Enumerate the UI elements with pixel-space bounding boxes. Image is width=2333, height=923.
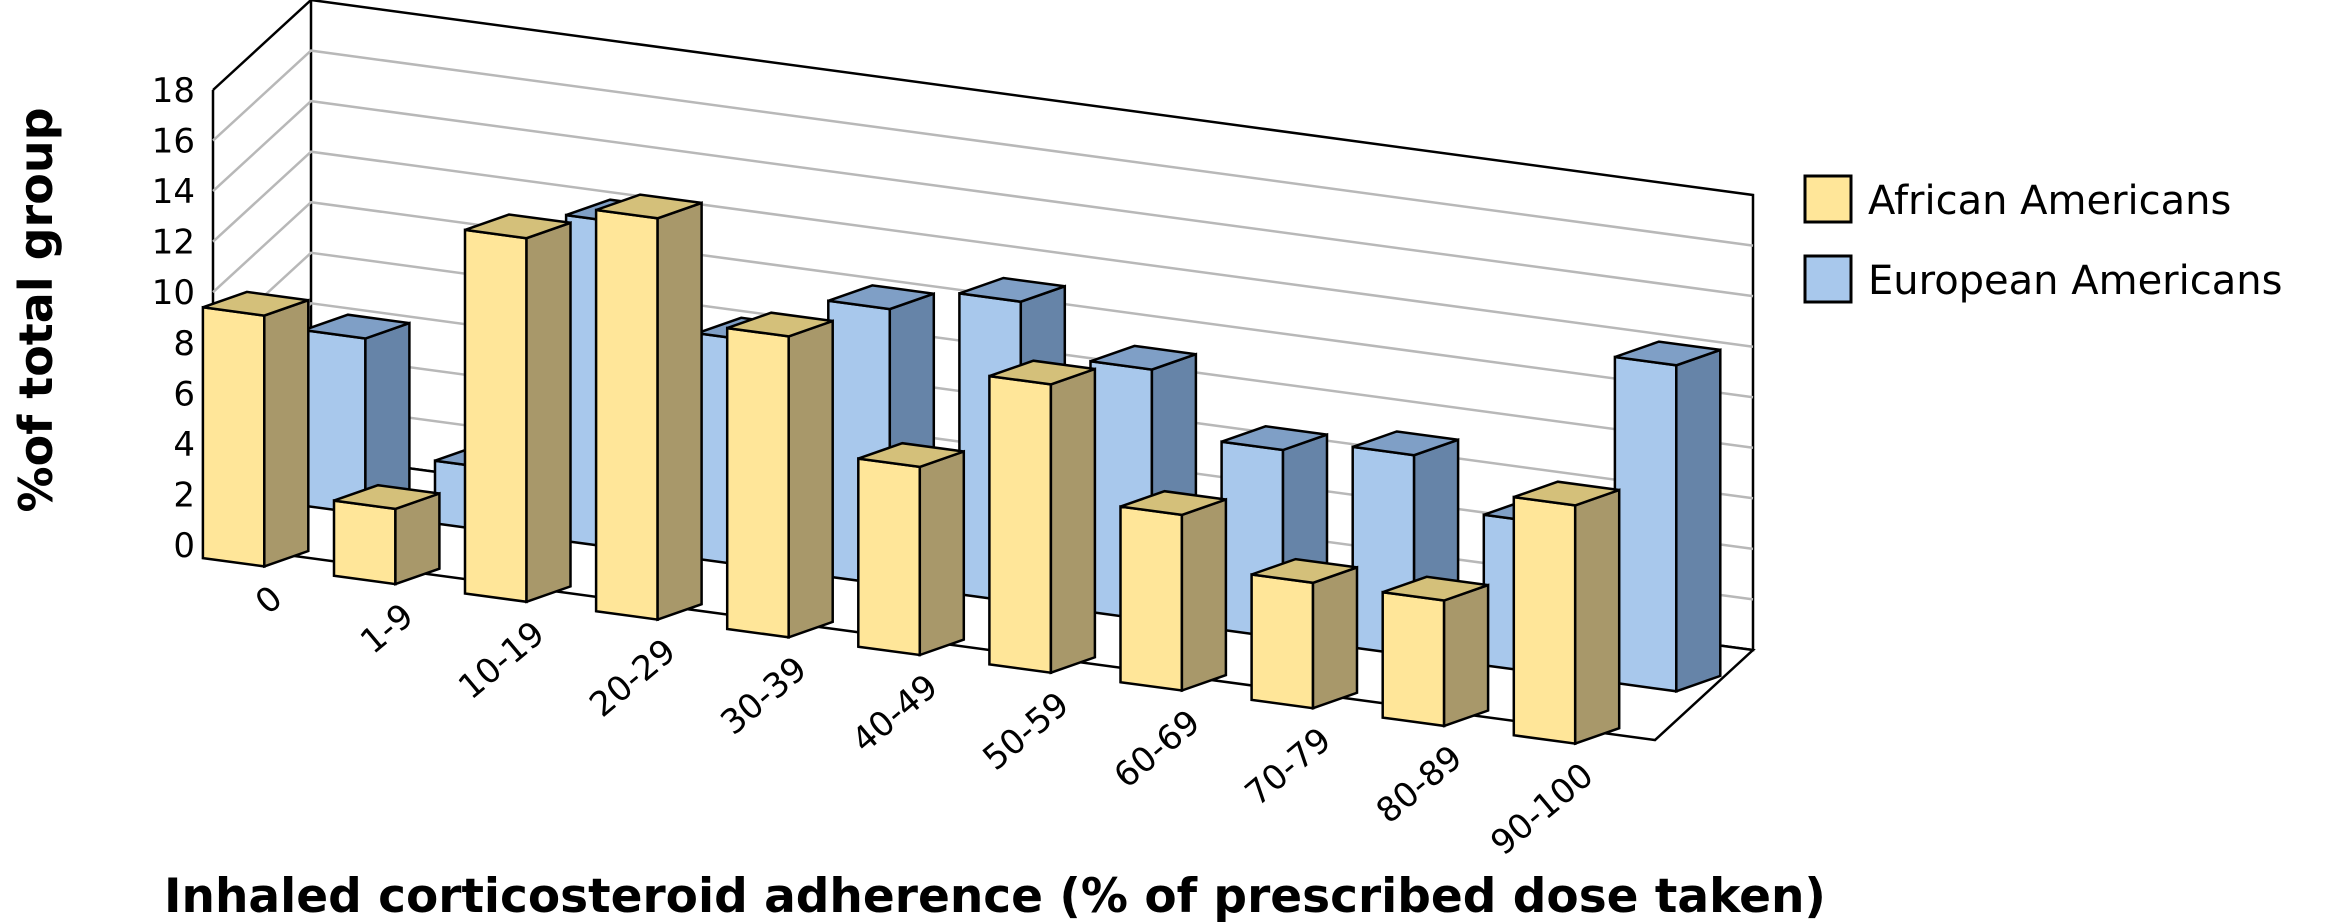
bar-european-americans-70-79-top (1352, 430, 1459, 457)
bar-african-americans-40-49-top (857, 441, 965, 469)
gridline (212, 200, 1754, 399)
x-tick-label: 40-49 (844, 667, 945, 761)
x-tick-label: 70-79 (1238, 720, 1339, 814)
y-tick-label: 2 (173, 475, 195, 515)
gridline (212, 99, 1754, 298)
bar-african-americans-80-89-top (1382, 575, 1489, 602)
y-axis-title: %of total group (9, 107, 63, 512)
bar-african-americans-60-69-front (1119, 505, 1184, 692)
bar-african-americans-10-19-top (464, 213, 571, 240)
bar-african-americans-1-9-top (333, 483, 440, 511)
bar-african-americans-60-69 (1119, 489, 1228, 693)
bar-african-americans-50-59-front (988, 374, 1053, 675)
y-tick-label: 4 (173, 425, 195, 465)
bar-african-americans-0 (201, 290, 310, 569)
x-tick-label: 90-100 (1483, 755, 1601, 863)
x-tick-label: 0 (248, 578, 290, 623)
bar-african-americans-70-79-front (1250, 573, 1315, 710)
bar-african-americans-20-29-side (656, 201, 703, 622)
left-wall-top-edge (212, 0, 312, 91)
bar-european-americans-0-front (302, 328, 367, 516)
y-tick-label: 18 (152, 71, 195, 111)
gridline (212, 150, 1754, 348)
x-tick-label: 80-89 (1369, 738, 1470, 832)
legend-label-european-americans: European Americans (1868, 258, 2282, 304)
bar-african-americans-80-89 (1381, 575, 1490, 728)
bar-african-americans-60-69-side (1180, 497, 1228, 693)
bar-african-americans-40-49 (857, 441, 966, 657)
bar-european-americans-90-100-front (1613, 355, 1678, 693)
y-axis-tick-labels: 0 2 4 6 8 10 12 14 16 18 (152, 71, 195, 566)
y-tick-label: 16 (152, 122, 195, 162)
bar-european-americans-50-59-top (1090, 344, 1197, 371)
legend-label-african-americans: African Americans (1868, 178, 2231, 224)
bar-african-americans-50-59 (988, 359, 1097, 675)
bar-african-americans-70-79-side (1311, 565, 1359, 710)
legend-swatch-european-americans (1803, 254, 1853, 304)
bar-african-americans-1-9-front (332, 499, 397, 586)
bar-african-americans-70-79-top (1251, 557, 1358, 585)
y-tick-label: 8 (173, 324, 195, 364)
y-tick-label: 6 (173, 374, 195, 414)
bar-african-americans-40-49-front (857, 457, 922, 657)
bar-african-americans-90-100-top (1513, 480, 1620, 507)
bar-african-americans-40-49-side (918, 449, 966, 657)
bar-african-americans-10-19 (463, 213, 572, 604)
legend-swatch-african-americans (1803, 174, 1853, 224)
bar-african-americans-90-100-side (1573, 488, 1621, 746)
y-tick-label: 10 (152, 273, 195, 313)
x-tick-label: 50-59 (976, 684, 1077, 778)
x-tick-label: 1-9 (353, 596, 421, 662)
bar-african-americans-20-29-top (595, 193, 703, 220)
bar-african-americans-70-79 (1250, 557, 1359, 710)
bar-african-americans-30-39-top (726, 311, 834, 338)
y-tick-label: 12 (152, 223, 195, 263)
bar-african-americans-10-19-front (463, 228, 528, 604)
bar-african-americans-60-69-top (1120, 489, 1227, 517)
bar-african-americans-20-29 (594, 193, 703, 622)
bar-european-americans-60-69-top (1221, 425, 1328, 452)
bar-african-americans-10-19-side (525, 221, 572, 604)
bar-african-americans-0-side (263, 298, 310, 569)
bar-european-americans-30-39-top (827, 284, 935, 311)
bar-european-americans-90-100-side (1675, 348, 1722, 694)
bar-european-americans-40-49-top (958, 276, 1066, 303)
bar-european-americans-90-100-top (1614, 340, 1721, 367)
x-axis-title: Inhaled corticosteroid adherence (% of p… (164, 869, 1826, 923)
bar-european-americans-90-100 (1613, 340, 1722, 694)
x-tick-label: 20-29 (582, 631, 683, 725)
bar-african-americans-80-89-front (1381, 590, 1446, 728)
bar-african-americans-30-39-side (787, 319, 834, 640)
bar-african-americans-1-9 (332, 483, 441, 586)
bar-african-americans-90-100-front (1512, 495, 1577, 746)
bar-african-americans-50-59-top (988, 359, 1096, 386)
bar-european-americans-0 (302, 313, 411, 516)
x-tick-label: 10-19 (451, 614, 552, 708)
bar-european-americans-0-top (303, 313, 410, 340)
bar-african-americans-50-59-side (1049, 367, 1097, 675)
bar-african-americans-30-39-front (725, 326, 790, 639)
x-tick-label: 30-39 (713, 649, 814, 743)
legend: African Americans European Americans (1803, 174, 2282, 304)
y-tick-label: 14 (152, 172, 195, 212)
gridline (212, 49, 1754, 247)
bar-african-americans-30-39 (725, 311, 834, 640)
y-tick-label: 0 (173, 526, 195, 566)
bar-african-americans-80-89-side (1442, 583, 1490, 728)
bar-african-americans-20-29-front (594, 208, 659, 622)
bars-african-americans (201, 193, 1621, 746)
bar-african-americans-0-front (201, 305, 266, 568)
bar-african-americans-90-100 (1512, 480, 1621, 746)
x-tick-label: 60-69 (1107, 702, 1208, 796)
bar-african-americans-0-top (202, 290, 309, 317)
